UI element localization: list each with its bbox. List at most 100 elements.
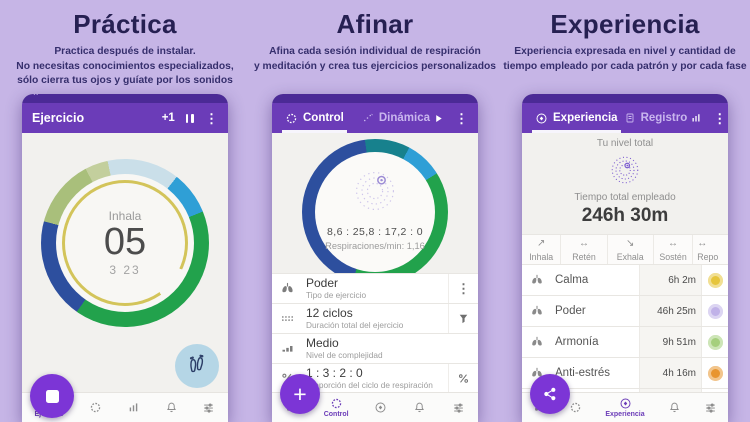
nav-item-reminders[interactable]	[668, 401, 681, 414]
row-menu-icon[interactable]: ⋮	[457, 281, 470, 297]
caret-up-icon: ⌃	[32, 94, 40, 102]
nav-item-settings[interactable]	[452, 401, 465, 414]
lungs-icon	[532, 337, 542, 346]
tab-dinamica[interactable]: Dinámica	[359, 103, 433, 133]
status-bar: ⌃	[22, 94, 228, 104]
rest-arrow-icon: ↔	[697, 238, 708, 250]
tab-label: Control	[303, 112, 344, 125]
pattern-row-calma[interactable]: Calma 6h 2m	[522, 264, 728, 296]
nav-label: Control	[323, 411, 349, 418]
overflow-menu-icon[interactable]: ⋮	[455, 110, 468, 126]
nav-item-stats[interactable]	[127, 401, 140, 414]
setting-label: Tipo de ejercicio	[306, 290, 367, 301]
share-icon	[544, 387, 556, 401]
play-icon[interactable]	[433, 113, 444, 124]
diamond-target-icon	[620, 398, 630, 409]
pattern-ratio-seconds: 8,6 : 25,8 : 17,2 : 0	[327, 226, 423, 239]
tab-label: Dinámica	[378, 112, 430, 125]
pattern-row-poder[interactable]: Poder 46h 25m	[522, 295, 728, 327]
feet-icon	[189, 354, 204, 373]
tab-label: Registro	[640, 112, 688, 125]
status-bar	[522, 94, 728, 104]
control-screen: 8,6 : 25,8 : 17,2 : 0 Respiraciones/min:…	[272, 133, 478, 392]
pattern-row-antiestres[interactable]: Anti-estrés 4h 16m	[522, 357, 728, 389]
level-badge	[707, 334, 723, 350]
nav-label: Experiencia	[605, 411, 645, 418]
seconds-counter: 05	[103, 221, 147, 264]
share-button[interactable]	[530, 374, 570, 414]
plus-icon: +	[293, 380, 307, 407]
inhale-arrow-icon: ↗	[537, 238, 546, 250]
lungs-icon	[282, 283, 293, 293]
section-header: Afinar Afina cada sesión individual de r…	[250, 0, 500, 94]
phone-experiencia: Experiencia Registro ⋮ Tu nivel total	[522, 94, 728, 422]
nav-item-control[interactable]	[89, 401, 102, 414]
app-bar: Experiencia Registro ⋮	[522, 103, 728, 134]
section-description: Practica después de instalar. No necesit…	[16, 46, 234, 87]
app-bar: Ejercicio +1 ⋮	[22, 103, 228, 134]
overflow-menu-icon[interactable]: ⋮	[205, 110, 218, 126]
setting-value: 12 ciclos	[306, 306, 353, 321]
setting-label: Nivel de complejidad	[306, 350, 383, 361]
funnel-icon[interactable]	[457, 312, 470, 325]
pause-button[interactable]	[185, 113, 194, 123]
setting-row-complejidad[interactable]: Medio Nivel de complejidad	[272, 333, 478, 364]
tab-experiencia[interactable]: Experiencia	[532, 103, 621, 133]
pattern-experience-list: Calma 6h 2m Poder 46h 25m	[522, 264, 728, 392]
journal-icon	[626, 113, 634, 123]
ratio-icon[interactable]	[457, 372, 470, 385]
sliders-icon	[204, 403, 214, 413]
status-bar	[272, 94, 478, 104]
hold-arrow-icon: ↔	[579, 238, 590, 250]
nav-item-experiencia[interactable]: Experiencia	[605, 397, 645, 418]
cycle-counter-badge: +1	[161, 112, 175, 125]
section-title: Afinar	[336, 9, 414, 39]
level-summary: Tu nivel total Tiempo total empleado 246…	[522, 133, 728, 282]
cycle-position: 3 23	[109, 263, 141, 278]
setting-label: Proporción del ciclo de respiración	[306, 380, 433, 391]
exercise-settings-list: Poder Tipo de ejercicio ⋮ 12 ciclos Dura…	[272, 273, 478, 392]
pattern-row-armonia[interactable]: Armonía 9h 51m	[522, 326, 728, 358]
nav-item-control[interactable]: Control	[324, 397, 349, 418]
nav-item-experiencia[interactable]	[374, 401, 387, 414]
setting-label: Duración total del ejercicio	[306, 320, 404, 331]
section-title: Experiencia	[550, 9, 700, 39]
tab-control[interactable]: Control	[282, 103, 347, 133]
grounding-button[interactable]	[175, 344, 219, 388]
setting-row-duracion[interactable]: 12 ciclos Duración total del ejercicio	[272, 303, 478, 334]
stop-button[interactable]	[30, 374, 74, 418]
lungs-icon	[532, 368, 542, 377]
lungs-icon	[532, 306, 542, 315]
ring-center: Inhala 05 3 23	[67, 185, 183, 301]
overflow-menu-icon[interactable]: ⋮	[713, 110, 727, 126]
nav-item-settings[interactable]	[704, 401, 717, 414]
sliders-icon	[454, 403, 463, 413]
nav-item-reminders[interactable]	[413, 401, 426, 414]
complexity-icon	[282, 346, 293, 352]
bell-icon	[415, 402, 425, 413]
exercise-screen: Inhala 05 3 23	[22, 133, 228, 392]
tab-label: Experiencia	[553, 112, 618, 125]
nav-item-control[interactable]	[569, 401, 582, 414]
gauge-icon	[286, 113, 297, 124]
setting-value: Medio	[306, 336, 339, 351]
level-mandala-icon	[355, 172, 395, 211]
setting-value: 1 : 3 : 2 : 0	[306, 366, 363, 381]
add-exercise-button[interactable]: +	[280, 374, 320, 414]
lungs-icon	[532, 275, 542, 284]
level-badge	[707, 272, 723, 288]
experience-screen: Tu nivel total Tiempo total empleado 246…	[522, 133, 728, 392]
nav-item-reminders[interactable]	[165, 401, 178, 414]
section-description: Afina cada sesión individual de respirac…	[253, 46, 497, 72]
setting-row-tipo[interactable]: Poder Tipo de ejercicio ⋮	[272, 273, 478, 304]
phase-label: Inhala	[108, 209, 142, 224]
bar-chart-icon[interactable]	[690, 112, 702, 124]
breath-progress-ring: Inhala 05 3 23	[41, 159, 209, 328]
nav-item-settings[interactable]	[202, 401, 215, 414]
pattern-row-serenidad[interactable]: Serenidad 31h 20m	[522, 388, 728, 392]
section-description: Experiencia expresada en nivel y cantida…	[503, 46, 747, 72]
section-afinar: Afinar Afina cada sesión individual de r…	[250, 0, 500, 422]
level-badge	[707, 365, 723, 381]
breaths-per-minute: Respiraciones/min: 1,16	[325, 241, 425, 252]
tab-registro[interactable]: Registro	[621, 103, 691, 133]
